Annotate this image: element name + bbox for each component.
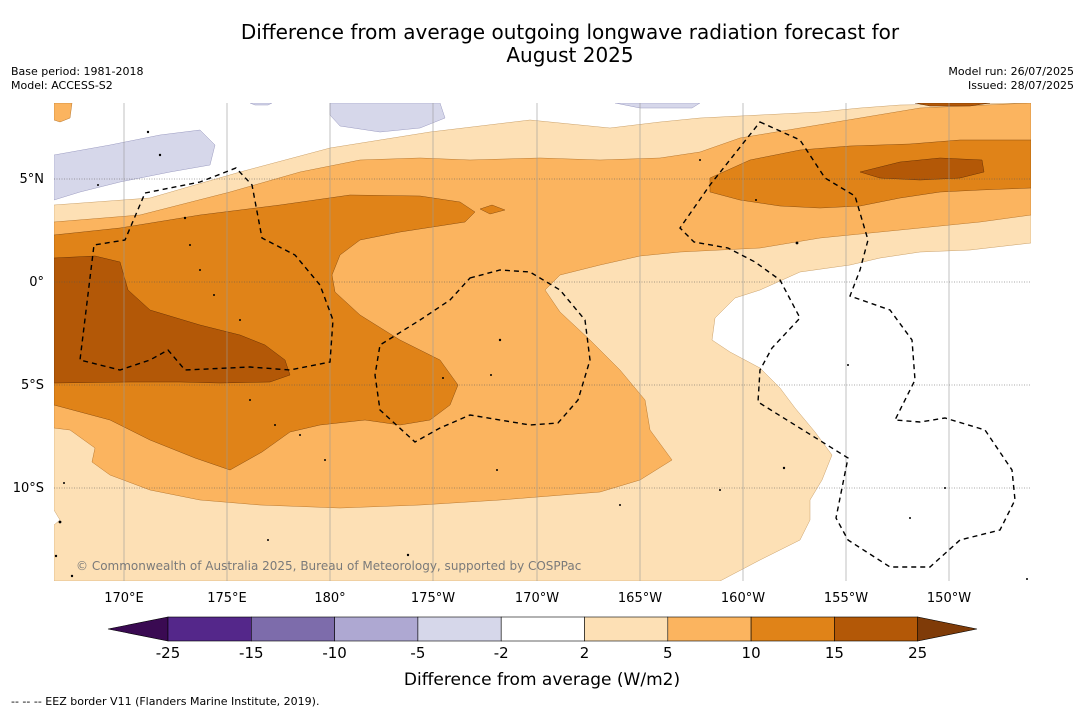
lon-label-170w: 170°W bbox=[515, 591, 559, 606]
anomaly-region-neg-5-2-d bbox=[249, 103, 273, 106]
colorbar-low-extend bbox=[107, 616, 169, 642]
lat-label-5n: 5°N bbox=[20, 172, 45, 187]
lon-label-170e: 170°E bbox=[104, 591, 144, 606]
lon-label-155w: 155°W bbox=[824, 591, 868, 606]
colorbar-segments bbox=[167, 616, 919, 642]
colorbar: -25 -15 -10 -5 -2 2 5 10 15 25 Differenc… bbox=[107, 616, 978, 690]
graticule-meridians bbox=[123, 103, 950, 581]
map-title-line2: August 2025 bbox=[506, 43, 634, 67]
meta-right: Model run: 26/07/2025 Issued: 28/07/2025 bbox=[948, 65, 1074, 93]
copyright-text: © Commonwealth of Australia 2025, Bureau… bbox=[76, 559, 581, 573]
colorbar-tick-label: -5 bbox=[410, 644, 425, 662]
lon-label-160w: 160°W bbox=[721, 591, 765, 606]
colorbar-tick-label: 25 bbox=[908, 644, 927, 662]
anomaly-region-neg-5-2-b bbox=[329, 103, 446, 133]
eez-border-kiribati-line bbox=[679, 121, 1016, 568]
colorbar-tick-label: -2 bbox=[494, 644, 509, 662]
colorbar-tick-label: -25 bbox=[156, 644, 181, 662]
eez-border-kiribati-phoenix bbox=[374, 269, 591, 443]
colorbar-segment bbox=[251, 616, 335, 642]
colorbar-segment bbox=[500, 616, 585, 642]
colorbar-tick-label: -10 bbox=[322, 644, 347, 662]
anomaly-region-neg-5-2-a bbox=[54, 129, 216, 201]
colorbar-high-extend bbox=[917, 616, 978, 642]
lon-label-165w: 165°W bbox=[618, 591, 662, 606]
lon-label-175e: 175°E bbox=[207, 591, 247, 606]
longitude-labels: 170°E 175°E 180° 175°W 170°W 165°W 160°W… bbox=[104, 591, 971, 606]
lat-label-10s: 10°S bbox=[13, 481, 44, 496]
colorbar-tick-label: 15 bbox=[825, 644, 844, 662]
lon-label-175w: 175°W bbox=[411, 591, 455, 606]
base-period-text: Base period: 1981-2018 bbox=[11, 65, 144, 78]
eez-legend-note: -- -- -- EEZ border V11 (Flanders Marine… bbox=[11, 695, 320, 708]
colorbar-segment bbox=[750, 616, 835, 642]
colorbar-segment bbox=[334, 616, 419, 642]
colorbar-segment bbox=[167, 616, 252, 642]
colorbar-tick-label: 2 bbox=[580, 644, 590, 662]
colorbar-segment bbox=[834, 616, 919, 642]
colorbar-segment bbox=[584, 616, 669, 642]
latitude-labels: 5°N 0° 5°S 10°S bbox=[13, 172, 44, 496]
colorbar-tick-label: 5 bbox=[663, 644, 673, 662]
colorbar-tick-labels: -25 -15 -10 -5 -2 2 5 10 15 25 bbox=[156, 644, 927, 662]
graticule bbox=[54, 178, 1031, 489]
eez-borders bbox=[79, 121, 1016, 568]
eez-border-kiribati-gilbert bbox=[79, 167, 334, 371]
lon-label-150w: 150°W bbox=[927, 591, 971, 606]
colorbar-tick-label: 10 bbox=[742, 644, 761, 662]
map-plot-area bbox=[54, 103, 1031, 581]
colorbar-segment bbox=[417, 616, 502, 642]
colorbar-tick-label: -15 bbox=[239, 644, 264, 662]
anomaly-region-5-10-small bbox=[54, 103, 73, 123]
map-title-line1: Difference from average outgoing longwav… bbox=[240, 20, 900, 44]
model-run-text: Model run: 26/07/2025 bbox=[948, 65, 1074, 78]
meta-left: Base period: 1981-2018 Model: ACCESS-S2 bbox=[11, 65, 143, 93]
anomaly-region-neg-5-2-c bbox=[614, 103, 701, 109]
lon-label-180: 180° bbox=[314, 591, 345, 606]
map-title: Difference from average outgoing longwav… bbox=[170, 21, 970, 67]
issued-text: Issued: 28/07/2025 bbox=[967, 79, 1074, 92]
model-text: Model: ACCESS-S2 bbox=[11, 79, 113, 92]
lat-label-0: 0° bbox=[29, 275, 44, 290]
islands bbox=[54, 130, 1028, 580]
colorbar-segment bbox=[667, 616, 752, 642]
anomaly-region-10-15 bbox=[54, 139, 1031, 471]
lat-label-5s: 5°S bbox=[21, 378, 44, 393]
colorbar-label: Difference from average (W/m2) bbox=[404, 670, 680, 690]
